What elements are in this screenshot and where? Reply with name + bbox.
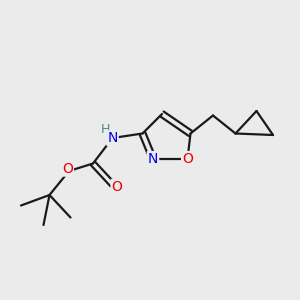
Text: O: O [182, 152, 193, 166]
Text: N: N [107, 131, 118, 145]
Text: O: O [62, 162, 73, 176]
Text: O: O [112, 180, 122, 194]
Text: N: N [148, 152, 158, 166]
Text: H: H [101, 123, 111, 136]
